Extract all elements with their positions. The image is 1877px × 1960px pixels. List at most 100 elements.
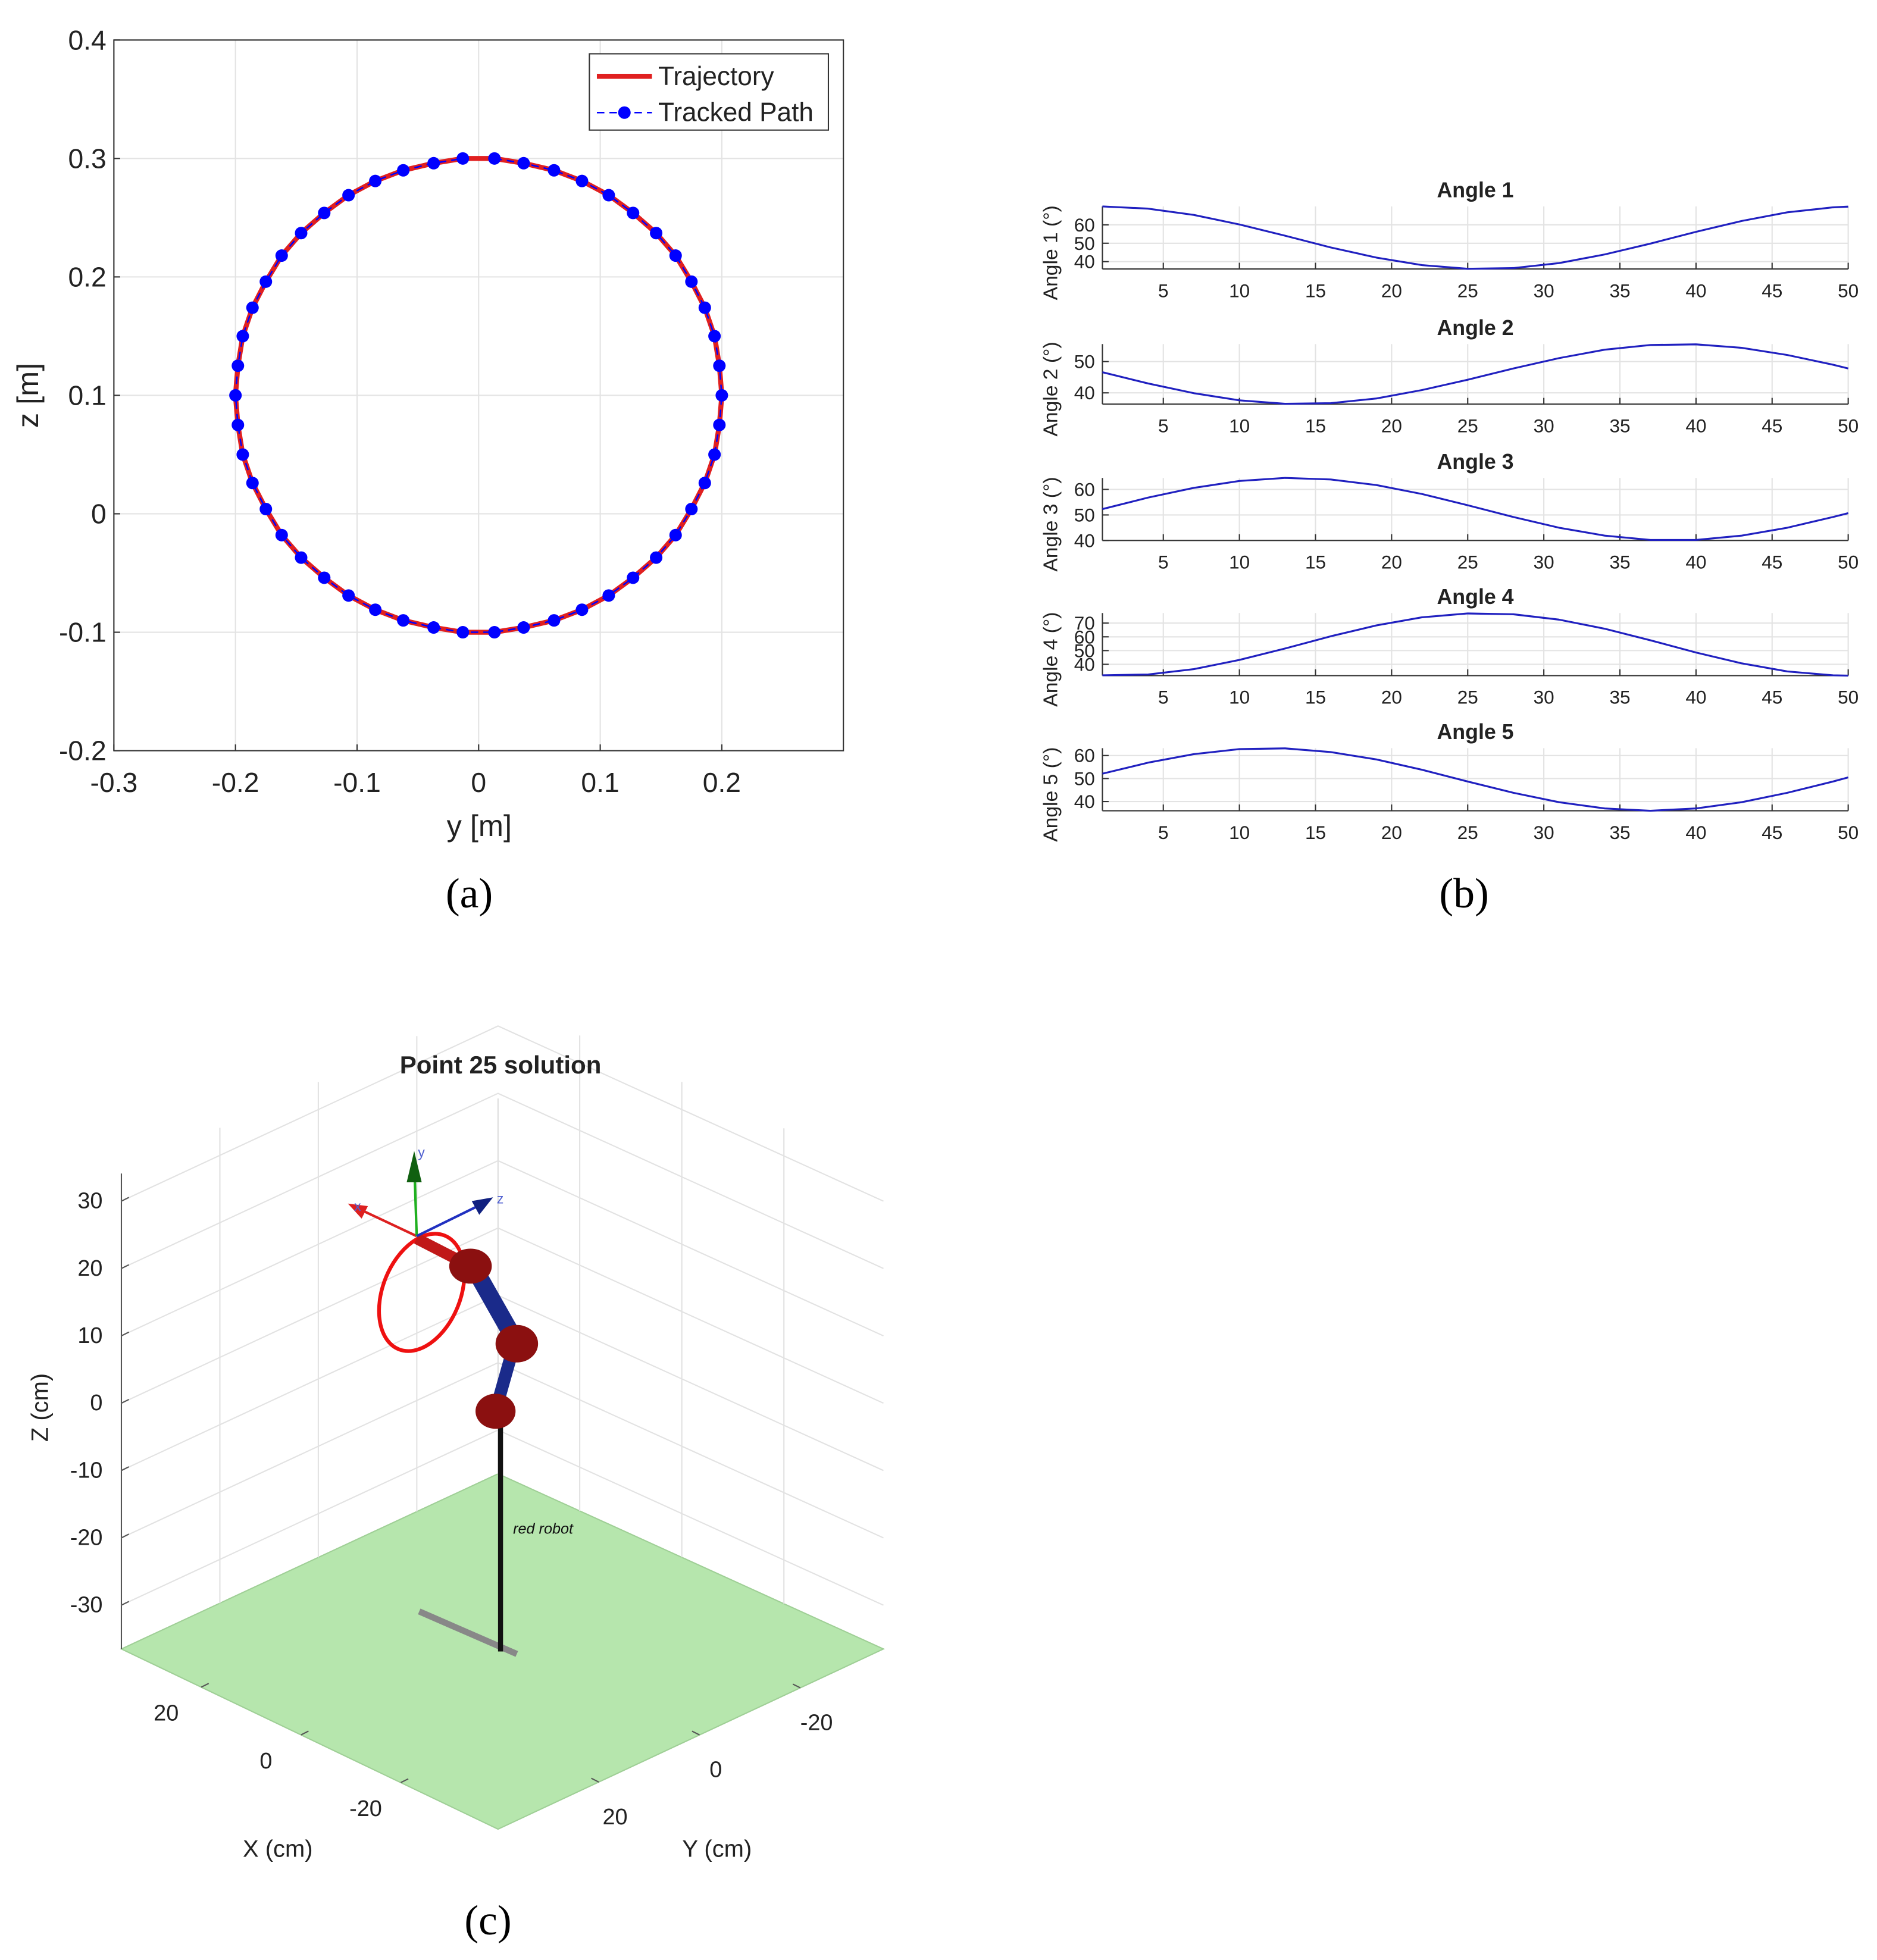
y-axis-label: Angle 2 (°) [1040, 342, 1062, 436]
series-line [1102, 477, 1849, 541]
x-tick-label: 45 [1762, 552, 1782, 573]
x-tick-label: 40 [1685, 280, 1706, 301]
x-tick-label: 30 [1534, 415, 1554, 436]
x-tick-label: 40 [1685, 822, 1706, 843]
marker [236, 448, 249, 461]
x-axis-label: X (cm) [243, 1836, 313, 1862]
y-tick-label: 50 [1074, 640, 1095, 661]
grid-line [121, 1227, 884, 1404]
marker [708, 330, 721, 343]
x-tick-label: 5 [1158, 280, 1169, 301]
marker [669, 249, 682, 262]
plot-area [1102, 613, 1848, 676]
marker [713, 418, 726, 431]
x-tick-label: 30 [1534, 687, 1554, 708]
marker [236, 330, 249, 343]
marker [295, 227, 308, 240]
x-tick-label: -0.1 [333, 767, 381, 798]
z-tick [121, 1331, 130, 1336]
z-tick-label: -10 [70, 1458, 103, 1483]
marker [232, 359, 245, 372]
marker [715, 389, 728, 402]
x-tick-label: 5 [1158, 687, 1169, 708]
x-tick-label: 15 [1305, 687, 1326, 708]
marker [548, 614, 561, 627]
x-tick-label: 50 [1838, 415, 1859, 436]
circle-path [377, 1232, 467, 1353]
y-tick [692, 1730, 700, 1736]
z-tick [121, 1197, 130, 1202]
y-tick-label: 0 [91, 498, 107, 529]
z-tick-label: 30 [77, 1189, 102, 1214]
marker [342, 589, 355, 602]
x-tick-label: 40 [1685, 552, 1706, 573]
y-tick-label: -20 [800, 1710, 833, 1735]
marker [427, 156, 440, 170]
caption: (a) [446, 870, 493, 917]
x-tick-label: 25 [1457, 687, 1478, 708]
marker [488, 152, 501, 165]
z-tick [121, 1466, 130, 1471]
y-tick-label: 50 [1074, 504, 1095, 525]
x-tick-label: 45 [1762, 280, 1782, 301]
marker [575, 174, 589, 187]
x-tick-label: 20 [1381, 280, 1402, 301]
y-tick [792, 1683, 801, 1689]
marker [259, 503, 273, 516]
marker [698, 301, 711, 314]
grid-line [121, 1160, 884, 1336]
y-tick-label: 60 [1074, 626, 1095, 647]
arrow-head [471, 1197, 493, 1215]
marker [708, 448, 721, 461]
z-tick [121, 1601, 130, 1606]
x-tick-label: 10 [1229, 552, 1250, 573]
marker [698, 477, 711, 490]
x-tick-label: 45 [1762, 822, 1782, 843]
z-axis-label: Z (cm) [27, 1373, 53, 1442]
joint [495, 1325, 539, 1363]
marker [342, 189, 355, 202]
x-tick-label: 15 [1305, 552, 1326, 573]
subplot-title: Angle 4 [1437, 585, 1513, 609]
y-tick [591, 1777, 599, 1783]
x-tick-label: 10 [1229, 280, 1250, 301]
frame-label: x [354, 1198, 361, 1214]
x-tick-label: 30 [1534, 280, 1554, 301]
x-tick-label: 0.2 [703, 767, 741, 798]
x-tick-label: 5 [1158, 552, 1169, 573]
legend-box [589, 53, 830, 131]
x-tick-label: 20 [1381, 552, 1402, 573]
x-tick-label: 20 [154, 1701, 179, 1726]
z-tick-label: 0 [90, 1391, 102, 1416]
marker [517, 621, 530, 634]
x-tick-label: -20 [349, 1796, 382, 1821]
y-tick-label: -0.1 [59, 617, 107, 648]
x-tick [400, 1778, 409, 1783]
z-tick-label: 10 [77, 1323, 102, 1348]
y-tick-label: 0.1 [68, 380, 106, 411]
series-line [1102, 343, 1848, 405]
legend-label: Tracked Path [658, 98, 814, 127]
x-tick-label: 15 [1305, 822, 1326, 843]
marker [650, 227, 663, 240]
arrow-head [406, 1151, 422, 1182]
x-tick-label: 45 [1762, 687, 1782, 708]
y-tick-label: 60 [1074, 214, 1095, 236]
marker [229, 389, 242, 402]
marker [369, 603, 382, 616]
z-tick [121, 1533, 130, 1539]
chart-title: Point 25 solution [400, 1051, 602, 1079]
x-tick-label: 25 [1457, 552, 1478, 573]
x-tick-label: 20 [1381, 822, 1402, 843]
y-axis-label: Angle 5 (°) [1040, 747, 1062, 842]
y-tick-label: 50 [1074, 768, 1095, 789]
x-tick-label: 35 [1609, 552, 1630, 573]
annotation: red robot [513, 1520, 574, 1537]
marker [685, 503, 698, 516]
x-tick-label: -0.3 [90, 767, 138, 798]
x-tick-label: 0 [471, 767, 486, 798]
x-tick-label: 50 [1838, 822, 1859, 843]
y-tick-label: 40 [1074, 791, 1095, 812]
subplot-title: Angle 5 [1437, 720, 1513, 744]
y-tick-label: 40 [1074, 251, 1095, 273]
